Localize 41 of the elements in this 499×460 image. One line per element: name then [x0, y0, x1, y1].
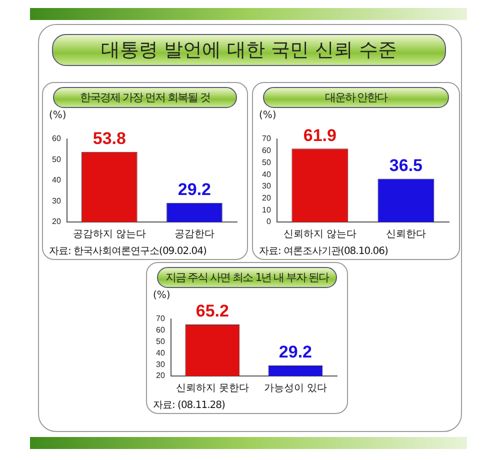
y-tick-label: 50: [156, 337, 166, 346]
y-tick-label: 40: [52, 176, 62, 185]
y-axis-title: (%): [153, 290, 170, 301]
x-tick-label: 공감한다: [174, 228, 214, 240]
y-tick-label: 20: [52, 217, 62, 226]
y-tick-label: 30: [52, 196, 62, 206]
x-tick-label: 신뢰한다: [386, 228, 426, 240]
y-tick-label: 20: [262, 193, 272, 202]
y-tick-label: 30: [262, 182, 272, 191]
y-tick-label: 60: [156, 326, 166, 335]
y-tick-label: 60: [52, 134, 62, 144]
data-label: 29.2: [278, 342, 312, 362]
text: 자료: 여론조사기관(08.10.06): [259, 245, 388, 258]
y-tick-label: 0: [266, 217, 272, 226]
y-tick-label: 20: [156, 371, 166, 380]
x-tick-label: 신뢰하지 않는다: [284, 228, 356, 240]
y-tick-label: 40: [262, 170, 272, 179]
data-label: 36.5: [389, 156, 423, 175]
y-tick-label: 50: [262, 158, 272, 167]
y-tick-label: 70: [262, 134, 272, 144]
x-tick-label: 신뢰하지 못한다: [176, 382, 249, 394]
text: 대통령 발언에 대한 국민 신뢰 수준: [52, 34, 446, 66]
x-tick-label: 공감하지 않는다: [73, 228, 146, 240]
chart-title: 지금 주식 사면 최소 1년 내 부자 된다: [157, 267, 337, 288]
data-label: 61.9: [303, 126, 336, 145]
y-tick-label: 50: [52, 154, 62, 164]
chart-title: 대운하 안한다: [263, 87, 449, 108]
text: 자료: (08.11.28): [153, 399, 225, 412]
y-axis-title: (%): [49, 110, 66, 121]
data-label: 65.2: [196, 302, 229, 321]
y-tick-label: 70: [156, 314, 166, 324]
text: 자료: 한국사회여론연구소(09.02.04): [49, 245, 206, 258]
y-tick-label: 10: [262, 205, 272, 214]
y-tick-label: 40: [156, 348, 166, 358]
data-label: 53.8: [92, 129, 126, 148]
chart-title: 한국경제 가장 먼저 회복될 것: [53, 87, 237, 108]
y-tick-label: 60: [262, 146, 272, 156]
x-tick-label: 가능성이 있다: [264, 382, 327, 394]
data-label: 29.2: [178, 180, 212, 200]
y-tick-label: 30: [156, 360, 166, 369]
y-axis-title: (%): [259, 110, 276, 121]
